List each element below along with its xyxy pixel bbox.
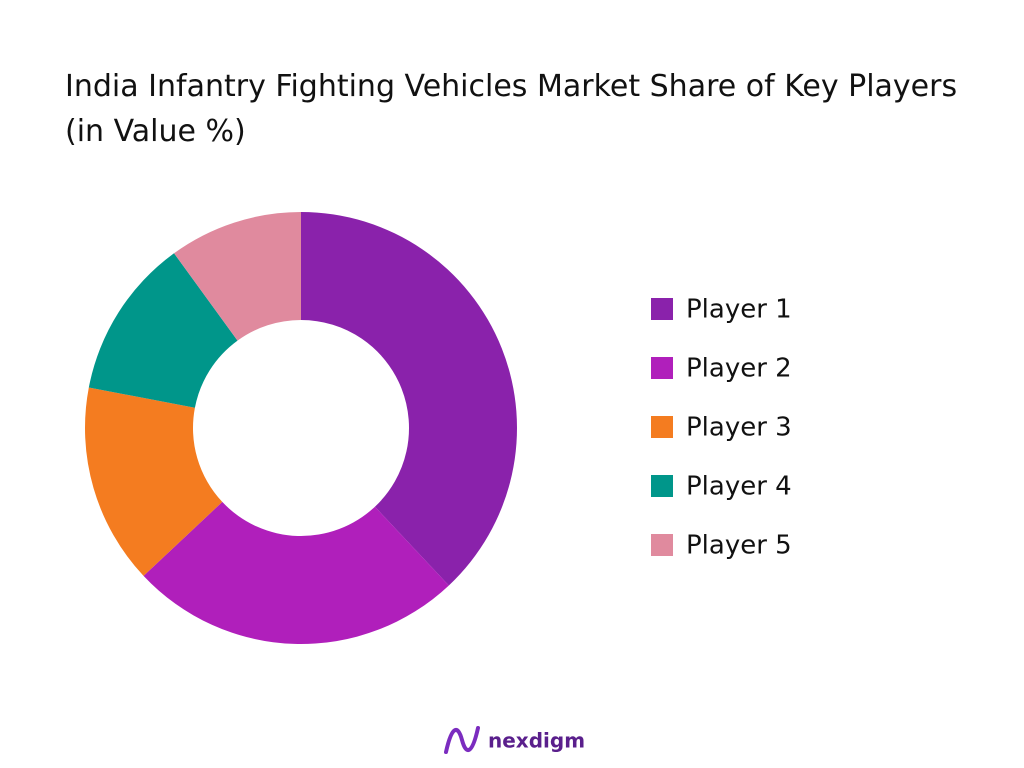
slice (174, 212, 301, 341)
legend-label: Player 4 (686, 472, 792, 502)
legend-label: Player 1 (686, 295, 792, 325)
legend-swatch (651, 357, 673, 379)
logo: nexdigm (444, 726, 585, 754)
slice (88, 253, 238, 408)
chart-title: India Infantry Fighting Vehicles Market … (65, 69, 958, 149)
slice (143, 501, 449, 645)
legend-swatch (651, 534, 673, 556)
legend-swatch (651, 298, 673, 320)
slice (84, 387, 223, 576)
legend-swatch (651, 416, 673, 438)
logo-icon (444, 726, 480, 754)
legend-label: Player 3 (686, 413, 792, 443)
legend-swatch (651, 475, 673, 497)
logo-text: nexdigm (488, 729, 585, 753)
legend-label: Player 2 (686, 354, 792, 384)
legend-label: Player 5 (686, 531, 792, 561)
slice (301, 212, 518, 586)
